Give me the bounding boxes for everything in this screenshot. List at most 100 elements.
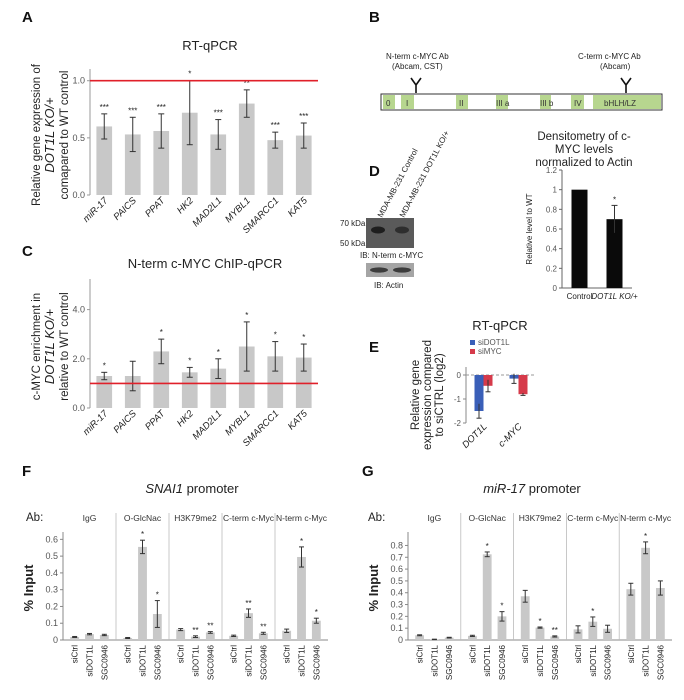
y-axis-label: % Input bbox=[366, 564, 381, 612]
n-term-antibody-icon bbox=[410, 77, 422, 93]
x-tick-label: siCtrl bbox=[124, 645, 133, 663]
bar-h3k79me2-sictrl bbox=[520, 596, 530, 640]
y-tick-label: 1.0 bbox=[72, 76, 85, 86]
x-tick-label: SGC0946 bbox=[604, 644, 613, 680]
domain-i bbox=[401, 95, 414, 109]
x-tick-label: siCtrl bbox=[627, 645, 636, 663]
bar-c-term-c-myc-sictrl bbox=[573, 629, 583, 640]
panel-letter-c: C bbox=[22, 243, 33, 260]
y-axis-label: % Input bbox=[21, 564, 36, 612]
significance-marker: ** bbox=[260, 622, 266, 631]
y-tick-label: 0.8 bbox=[390, 540, 403, 550]
bar-hk2 bbox=[181, 112, 198, 195]
significance-marker: * bbox=[302, 333, 305, 342]
blot-cmyc-image bbox=[366, 218, 414, 248]
chart-title: RT-qPCR bbox=[472, 318, 527, 333]
c-term-ab-label-line1: C-term c-MYC Ab bbox=[578, 52, 641, 61]
significance-marker: *** bbox=[299, 112, 308, 121]
significance-marker: ** bbox=[552, 626, 558, 635]
significance-marker: *** bbox=[128, 106, 137, 115]
significance-marker: ** bbox=[244, 79, 250, 88]
x-tick-label: siCtrl bbox=[71, 645, 80, 663]
x-tick-label: siCtrl bbox=[468, 645, 477, 663]
c-term-ab-label-line2: (Abcam) bbox=[600, 62, 631, 71]
domain-ii-label: II bbox=[459, 99, 463, 108]
bar-mybl1 bbox=[238, 346, 255, 408]
significance-marker: *** bbox=[271, 121, 280, 130]
domain-ii bbox=[456, 95, 468, 109]
chart-e-rtqpcr: RT-qPCR Relative gene expression compared t… bbox=[410, 318, 536, 451]
c-term-antibody-icon bbox=[620, 77, 632, 93]
significance-marker: * bbox=[538, 617, 541, 626]
bar-smarcc1 bbox=[267, 356, 284, 408]
bar-n-term-c-myc-sictrl bbox=[282, 630, 292, 640]
bar-control bbox=[571, 189, 588, 288]
domain-iv bbox=[571, 95, 584, 109]
n-term-ab-label-line2: (Abcam, CST) bbox=[392, 62, 443, 71]
y-tick-label: 0.1 bbox=[390, 623, 403, 633]
y-tick-label: 0.6 bbox=[45, 534, 58, 544]
significance-marker: ** bbox=[192, 626, 198, 635]
legend-label-sidot1l: siDOT1L bbox=[478, 338, 510, 347]
domain-iv-label: IV bbox=[574, 99, 582, 108]
y-tick-label: 1 bbox=[553, 186, 558, 195]
bar-igg-sictrl bbox=[415, 635, 425, 640]
x-tick-label: siCtrl bbox=[177, 645, 186, 663]
y-tick-label: 0.0 bbox=[72, 190, 85, 200]
x-tick-label: KAT5 bbox=[286, 195, 311, 220]
bar-n-term-c-myc-sgc0946 bbox=[655, 588, 665, 640]
ab-label: Ab: bbox=[368, 512, 385, 524]
domain-0 bbox=[383, 95, 395, 109]
bar-c-term-c-myc-sidot1l bbox=[588, 621, 598, 640]
bar-igg-sidot1l bbox=[85, 634, 94, 640]
significance-marker: *** bbox=[214, 109, 223, 118]
group-label: IgG bbox=[83, 513, 97, 523]
y-axis-label-line1: Relative gene expression of bbox=[31, 63, 43, 206]
x-tick-label: siDOT1L bbox=[642, 644, 651, 676]
significance-marker: * bbox=[315, 608, 318, 617]
x-tick-label: siCtrl bbox=[574, 645, 583, 663]
y-tick-label: 0.7 bbox=[390, 552, 403, 562]
bar-n-term-c-myc-sictrl bbox=[626, 589, 636, 640]
chart-title: RT-qPCR bbox=[182, 38, 237, 53]
chart-title-suffix: promoter bbox=[525, 481, 581, 496]
significance-marker: * bbox=[217, 348, 220, 357]
bar-hk2 bbox=[181, 372, 198, 408]
y-tick-label: -2 bbox=[454, 419, 462, 428]
domain-bhlh-lz bbox=[593, 95, 661, 109]
ab-label: Ab: bbox=[26, 512, 43, 524]
significance-marker: * bbox=[300, 537, 303, 546]
bar-h3k79me2-sictrl bbox=[176, 629, 186, 640]
y-axis-label-line3: to siCTRL (log2) bbox=[434, 353, 446, 436]
bar-o-glcnac-sgc0946 bbox=[497, 616, 507, 640]
y-tick-label: 0 bbox=[53, 635, 58, 645]
blot-band-ko bbox=[395, 226, 409, 234]
blot-marker-70kda: 70 kDa bbox=[340, 219, 366, 228]
significance-marker: * bbox=[613, 195, 616, 204]
significance-marker: * bbox=[156, 591, 159, 600]
bar-smarcc1 bbox=[267, 140, 284, 195]
bar-o-glcnac-sidot1l bbox=[138, 546, 147, 640]
group-label: H3K79me2 bbox=[174, 513, 217, 523]
y-tick-label: 4.0 bbox=[72, 305, 85, 315]
bar-h3k79me2-sgc0946 bbox=[205, 632, 215, 640]
group-label: C-term c-Myc bbox=[223, 513, 275, 523]
x-tick-label: PAICS bbox=[111, 408, 139, 436]
y-axis-label: Relative level to WT bbox=[525, 193, 534, 264]
cmyc-protein-bar bbox=[380, 93, 663, 111]
chart-title-line1: Densitometry of c- bbox=[537, 131, 630, 143]
x-tick-label: siCtrl bbox=[230, 645, 239, 663]
x-tick-label: siDOT1L bbox=[245, 644, 254, 676]
blot-band-control bbox=[371, 226, 385, 234]
y-tick-label: 0.6 bbox=[390, 564, 403, 574]
x-tick-label-dot1l-ko: DOT1L KO/+ bbox=[591, 292, 638, 301]
y-axis-label-line1: c-MYC enrichment in bbox=[31, 293, 43, 400]
bar-mir-17 bbox=[96, 376, 113, 408]
y-tick-label: 0.6 bbox=[546, 225, 558, 234]
y-axis-label-line2: DOT1L KO/+ bbox=[42, 97, 57, 173]
blot-actin-band-ko bbox=[393, 267, 411, 273]
blot-actin-band-control bbox=[370, 267, 388, 273]
y-tick-label: 0 bbox=[553, 284, 558, 293]
y-tick-label: 1.2 bbox=[546, 166, 558, 175]
